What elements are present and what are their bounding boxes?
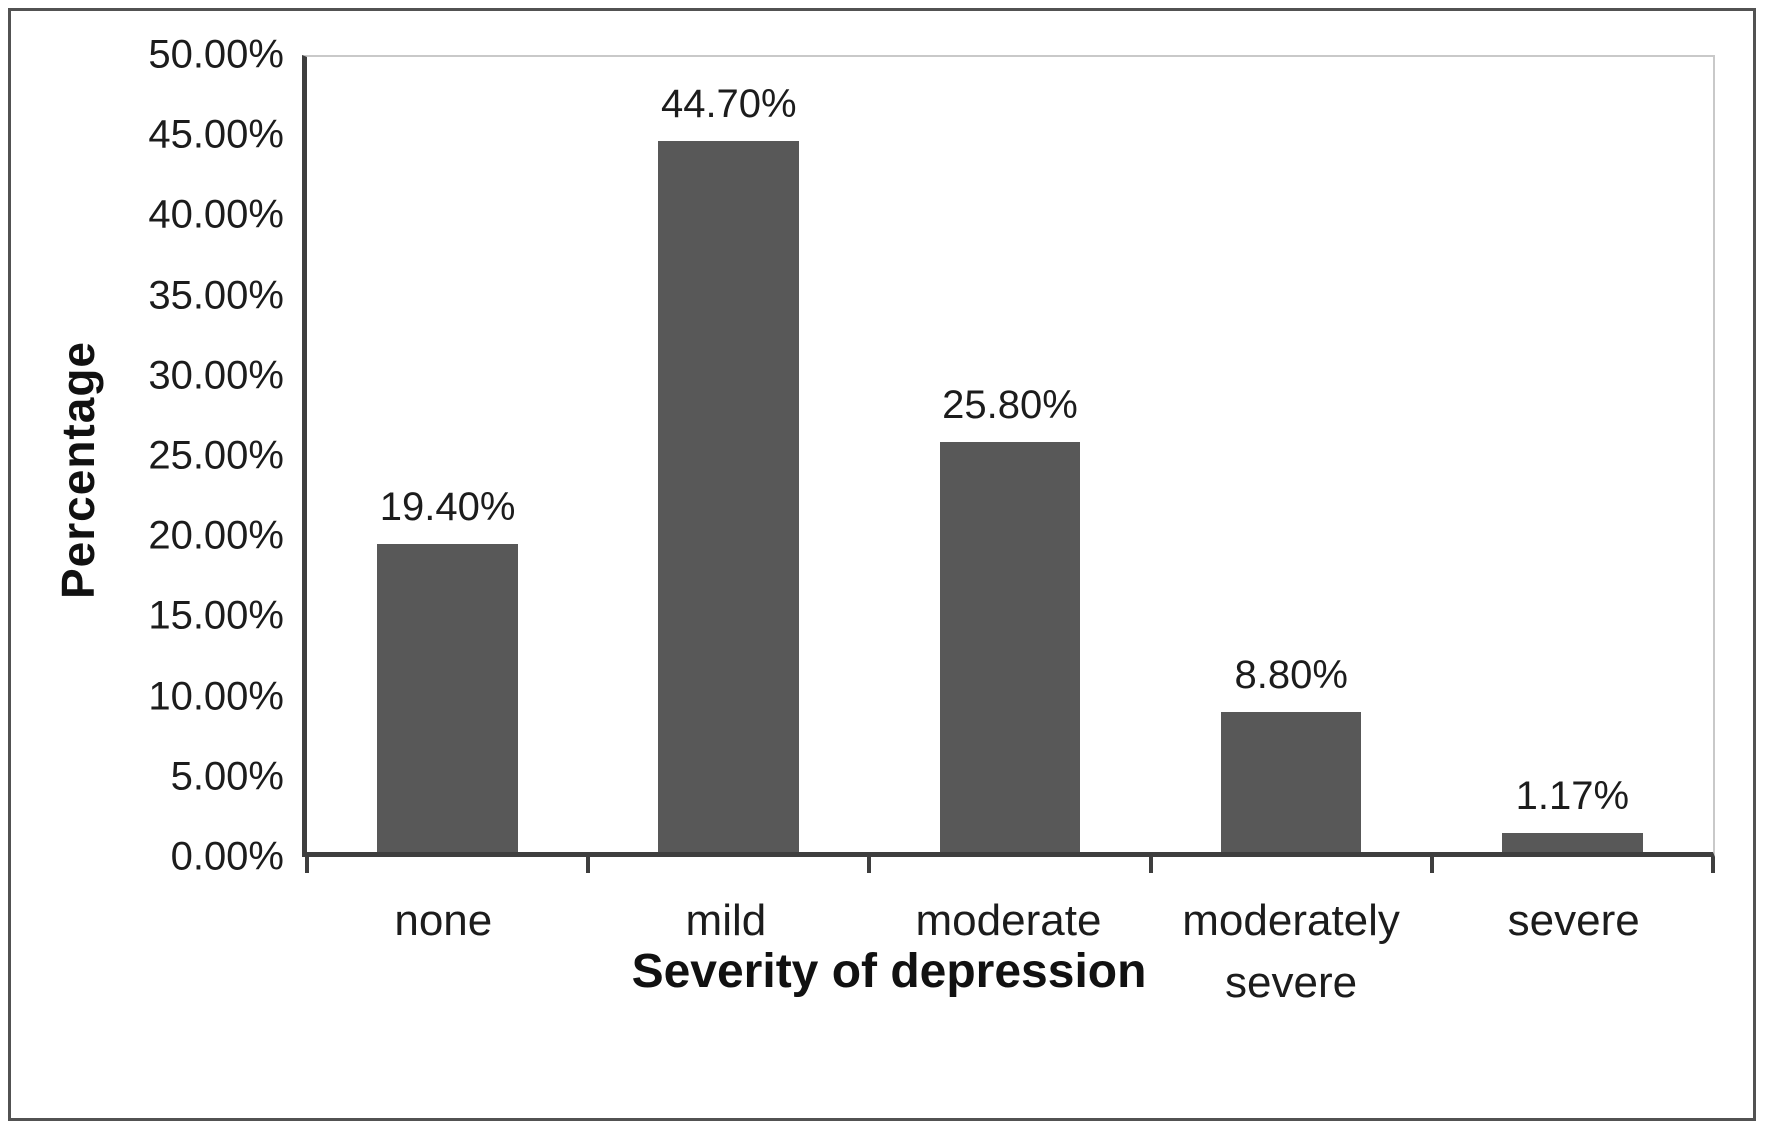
y-axis-tick-label: 45.00% <box>148 112 284 157</box>
x-axis-category-label: moderately severe <box>1182 896 1400 1007</box>
y-axis-tick-label: 25.00% <box>148 433 284 478</box>
y-axis-tick-label: 5.00% <box>170 754 284 799</box>
bar-slot: 19.40% <box>307 57 588 852</box>
x-axis-tick-mark <box>305 857 309 873</box>
bar <box>377 543 518 852</box>
x-axis-tick-mark <box>1148 857 1153 873</box>
y-axis-tick-label: 0.00% <box>170 834 284 879</box>
bar-slot: 44.70% <box>588 57 869 852</box>
figure-border <box>8 8 1756 1121</box>
y-axis-tick-label: 50.00% <box>148 32 284 77</box>
x-axis-tick-mark <box>1711 857 1715 873</box>
bar-slot: 25.80% <box>869 57 1150 852</box>
y-axis-tick-label: 20.00% <box>148 513 284 558</box>
bar-value-label: 44.70% <box>660 82 797 127</box>
bar-value-label: 25.80% <box>942 382 1078 427</box>
bar <box>1502 833 1643 852</box>
bar-slot: 1.17% <box>1432 57 1713 852</box>
x-axis-tick-mark <box>867 857 872 873</box>
y-axis-tick-label: 35.00% <box>148 273 284 318</box>
x-axis-tick-mark <box>1429 857 1434 873</box>
y-axis-tick-labels: 0.00% 5.00% 10.00% 15.00% 20.00% 25.00% 30.00%… <box>0 33 284 879</box>
x-axis-title: Severity of depression <box>631 945 1147 998</box>
x-axis-category-label: moderate <box>915 896 1102 945</box>
x-axis-category-labels: none mild moderate moderately severe severe <box>302 890 1715 1010</box>
bar-value-label: 8.80% <box>1234 653 1348 698</box>
y-axis-tick-label: 30.00% <box>148 353 284 398</box>
y-axis-tick-label: 10.00% <box>148 674 284 719</box>
bar <box>939 441 1081 852</box>
bar-slot: 8.80% <box>1151 57 1432 852</box>
x-axis-category-label: mild <box>685 896 767 945</box>
x-axis-category-label: none <box>394 896 493 945</box>
y-axis-tick-label: 40.00% <box>148 192 284 237</box>
bar <box>1220 712 1362 852</box>
y-axis-tick-label: 15.00% <box>148 593 284 638</box>
x-axis-tick-mark <box>586 857 591 873</box>
plot-area: 19.40% 44.70% 25.80% 8.80% 1.17% <box>302 55 1715 873</box>
bar-value-label: 19.40% <box>379 484 516 529</box>
bar-value-label: 1.17% <box>1515 774 1630 819</box>
x-axis-category-label: severe <box>1507 896 1640 945</box>
bar <box>658 141 800 852</box>
